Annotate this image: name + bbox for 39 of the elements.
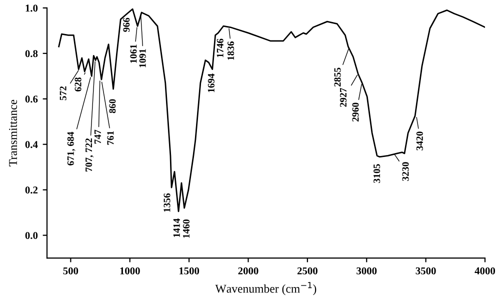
annotation: 1356 bbox=[164, 193, 170, 212]
x-tick-label: 4000 bbox=[474, 267, 496, 274]
y-tick-label: 0.4 bbox=[25, 141, 38, 148]
x-tick-label: 3500 bbox=[416, 267, 436, 274]
annotation: 1694 bbox=[208, 74, 214, 92]
x-axis-title: Wavenumber (cm$^{−1}$) bbox=[215, 282, 316, 296]
x-tick-label: 2000 bbox=[238, 267, 258, 274]
x-tick-label: 3000 bbox=[356, 267, 377, 274]
y-tick-label: 0.6 bbox=[25, 96, 38, 103]
annotation: 628 bbox=[74, 77, 82, 92]
line-series bbox=[58, 8, 485, 212]
annotation: 761 bbox=[107, 131, 114, 145]
y-tick-label: 0.8 bbox=[25, 50, 38, 58]
x-tick-label: 500 bbox=[63, 267, 78, 274]
annotation: 3230 bbox=[402, 162, 409, 181]
annotation: 572 bbox=[60, 86, 66, 100]
y-tick-label: 1.0 bbox=[26, 4, 38, 12]
annotation: 2927 bbox=[340, 88, 347, 107]
x-tick-label: 2500 bbox=[297, 267, 318, 274]
x-tick-label: 1500 bbox=[179, 267, 200, 274]
annotation: 1414 bbox=[173, 218, 180, 238]
annotation: 860 bbox=[109, 99, 116, 114]
annotation: 2960 bbox=[352, 102, 359, 122]
annotation: 3105 bbox=[374, 164, 380, 183]
annotation: 707, 722 bbox=[85, 138, 94, 172]
annotation: 1460 bbox=[182, 219, 190, 238]
annotation: 671, 684 bbox=[67, 132, 76, 166]
annotation: 966 bbox=[123, 18, 130, 32]
annotation: 1836 bbox=[227, 41, 234, 60]
annotation: 3420 bbox=[416, 132, 423, 150]
annotation: 1746 bbox=[216, 38, 224, 58]
x-tick-label: 1000 bbox=[120, 267, 140, 274]
annotation: 747 bbox=[94, 130, 101, 144]
annotation: 2855 bbox=[334, 68, 341, 86]
y-axis-title: Transmittance bbox=[9, 100, 17, 166]
y-tick-label: 0.2 bbox=[25, 186, 38, 194]
annotation: 1061 bbox=[130, 44, 137, 63]
annotation: 1091 bbox=[139, 49, 146, 68]
y-tick-label: 0.0 bbox=[25, 232, 38, 240]
